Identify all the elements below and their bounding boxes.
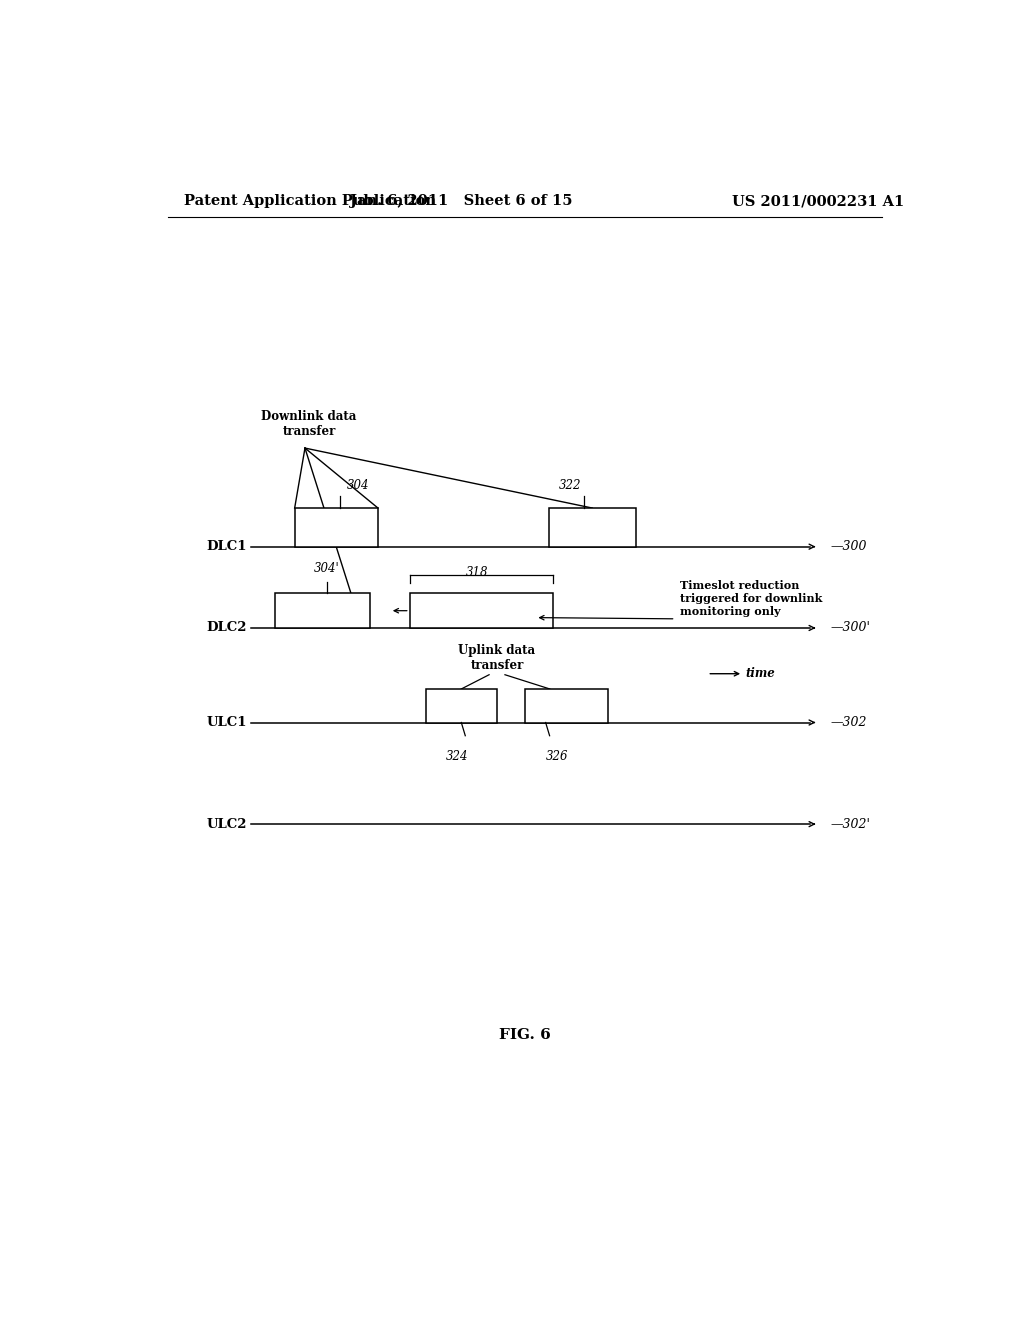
Text: time: time [745,667,775,680]
Text: US 2011/0002231 A1: US 2011/0002231 A1 [732,194,904,209]
Text: ULC2: ULC2 [207,817,247,830]
Text: 304': 304' [313,562,339,576]
Text: 324: 324 [445,750,468,763]
Text: Patent Application Publication: Patent Application Publication [183,194,435,209]
Text: Downlink data
transfer: Downlink data transfer [261,411,356,438]
Text: —300': —300' [830,622,870,635]
Text: Timeslot reduction
triggered for downlink
monitoring only: Timeslot reduction triggered for downlin… [680,581,822,616]
Text: Jan. 6, 2011   Sheet 6 of 15: Jan. 6, 2011 Sheet 6 of 15 [350,194,572,209]
Text: —300: —300 [830,540,867,553]
Bar [295,508,378,546]
Text: ULC1: ULC1 [207,715,247,729]
Bar [524,689,608,722]
Text: 326: 326 [546,750,568,763]
Text: Uplink data
transfer: Uplink data transfer [459,644,536,672]
Text: FIG. 6: FIG. 6 [499,1027,551,1041]
Bar [426,689,497,722]
Text: DLC2: DLC2 [207,622,247,635]
Text: 304: 304 [347,479,370,492]
Text: 318: 318 [466,566,488,579]
Text: —302': —302' [830,817,870,830]
Bar [410,594,553,628]
Bar [549,508,636,546]
Bar [274,594,370,628]
Text: 322: 322 [559,479,582,492]
Text: DLC1: DLC1 [207,540,247,553]
Text: —302: —302 [830,715,867,729]
